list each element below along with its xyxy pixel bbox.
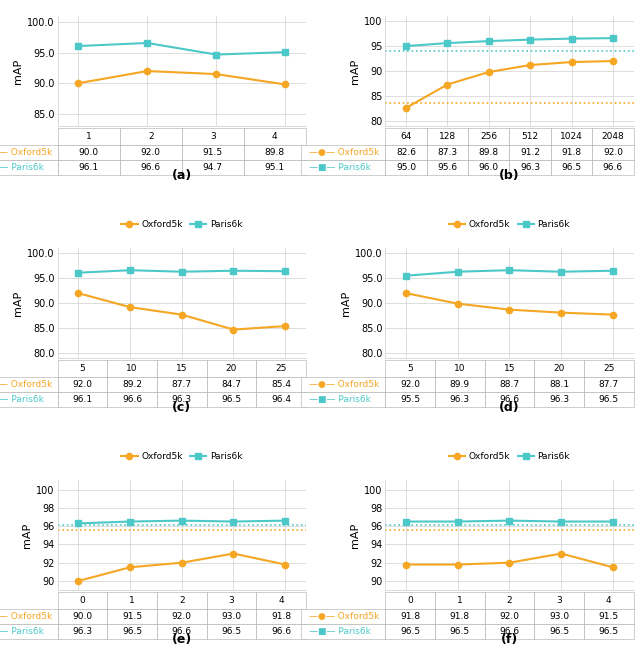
Text: (e): (e) (172, 633, 192, 646)
Paris6k (282, 48, 289, 56)
Oxford5k (143, 67, 151, 75)
Oxford5k (444, 81, 451, 89)
Paris6k (557, 517, 565, 525)
Paris6k (282, 267, 289, 275)
Line: Paris6k: Paris6k (403, 267, 616, 279)
Oxford5k (557, 550, 565, 557)
Oxford5k (126, 563, 134, 571)
Paris6k (230, 267, 237, 275)
Paris6k (143, 39, 151, 47)
Legend: Oxford5k, Paris6k: Oxford5k, Paris6k (121, 220, 242, 229)
Line: Oxford5k: Oxford5k (75, 68, 288, 88)
Y-axis label: mAP: mAP (341, 291, 351, 316)
Oxford5k (506, 559, 513, 567)
Oxford5k (230, 550, 237, 557)
Line: Oxford5k: Oxford5k (75, 550, 288, 584)
Paris6k (526, 36, 534, 43)
Paris6k (230, 517, 237, 525)
Oxford5k (557, 309, 565, 317)
Paris6k (178, 517, 186, 525)
Oxford5k (454, 300, 461, 307)
Oxford5k (402, 289, 410, 297)
Oxford5k (402, 104, 410, 112)
Text: (d): (d) (499, 401, 520, 414)
Paris6k (454, 517, 461, 525)
Oxford5k (178, 311, 186, 318)
Oxford5k (526, 61, 534, 69)
Oxford5k (609, 57, 617, 65)
Line: Oxford5k: Oxford5k (403, 58, 616, 111)
Line: Paris6k: Paris6k (75, 267, 288, 276)
Y-axis label: mAP: mAP (350, 523, 360, 548)
Legend: Oxford5k, Paris6k: Oxford5k, Paris6k (449, 220, 570, 229)
Line: Paris6k: Paris6k (403, 35, 616, 49)
Line: Paris6k: Paris6k (75, 517, 288, 526)
Oxford5k (178, 559, 186, 567)
Line: Oxford5k: Oxford5k (403, 290, 616, 318)
Paris6k (506, 517, 513, 525)
Paris6k (212, 50, 220, 58)
Legend: Oxford5k, Paris6k: Oxford5k, Paris6k (121, 452, 242, 461)
Oxford5k (282, 561, 289, 568)
Oxford5k (74, 289, 82, 297)
Paris6k (402, 42, 410, 50)
Line: Paris6k: Paris6k (403, 517, 616, 525)
Oxford5k (609, 311, 617, 318)
Paris6k (282, 517, 289, 525)
Oxford5k (506, 306, 513, 313)
Paris6k (609, 34, 617, 42)
Paris6k (402, 272, 410, 280)
Paris6k (126, 266, 134, 274)
Paris6k (485, 37, 493, 45)
Paris6k (506, 266, 513, 274)
Oxford5k (402, 561, 410, 568)
Paris6k (609, 267, 617, 275)
Text: (a): (a) (172, 169, 192, 182)
Paris6k (444, 39, 451, 47)
Oxford5k (126, 303, 134, 311)
Paris6k (178, 268, 186, 276)
Oxford5k (568, 58, 575, 66)
Y-axis label: mAP: mAP (350, 58, 360, 84)
Paris6k (126, 517, 134, 525)
Line: Paris6k: Paris6k (75, 40, 288, 57)
Paris6k (74, 42, 82, 50)
Oxford5k (609, 563, 617, 571)
Paris6k (609, 517, 617, 525)
Oxford5k (282, 322, 289, 330)
Y-axis label: mAP: mAP (13, 291, 23, 316)
Oxford5k (230, 326, 237, 333)
Text: (c): (c) (172, 401, 191, 414)
Y-axis label: mAP: mAP (13, 58, 23, 84)
Oxford5k (74, 79, 82, 87)
Line: Oxford5k: Oxford5k (75, 290, 288, 333)
Paris6k (454, 268, 461, 276)
Oxford5k (485, 68, 493, 76)
Paris6k (74, 519, 82, 527)
Paris6k (568, 35, 575, 43)
Paris6k (74, 269, 82, 276)
Paris6k (402, 517, 410, 525)
Paris6k (557, 268, 565, 276)
Line: Oxford5k: Oxford5k (403, 550, 616, 570)
Text: (f): (f) (501, 633, 518, 646)
Oxford5k (282, 81, 289, 89)
Text: (b): (b) (499, 169, 520, 182)
Legend: Oxford5k, Paris6k: Oxford5k, Paris6k (449, 452, 570, 461)
Oxford5k (212, 70, 220, 78)
Y-axis label: mAP: mAP (22, 523, 32, 548)
Oxford5k (74, 577, 82, 585)
Oxford5k (454, 561, 461, 568)
